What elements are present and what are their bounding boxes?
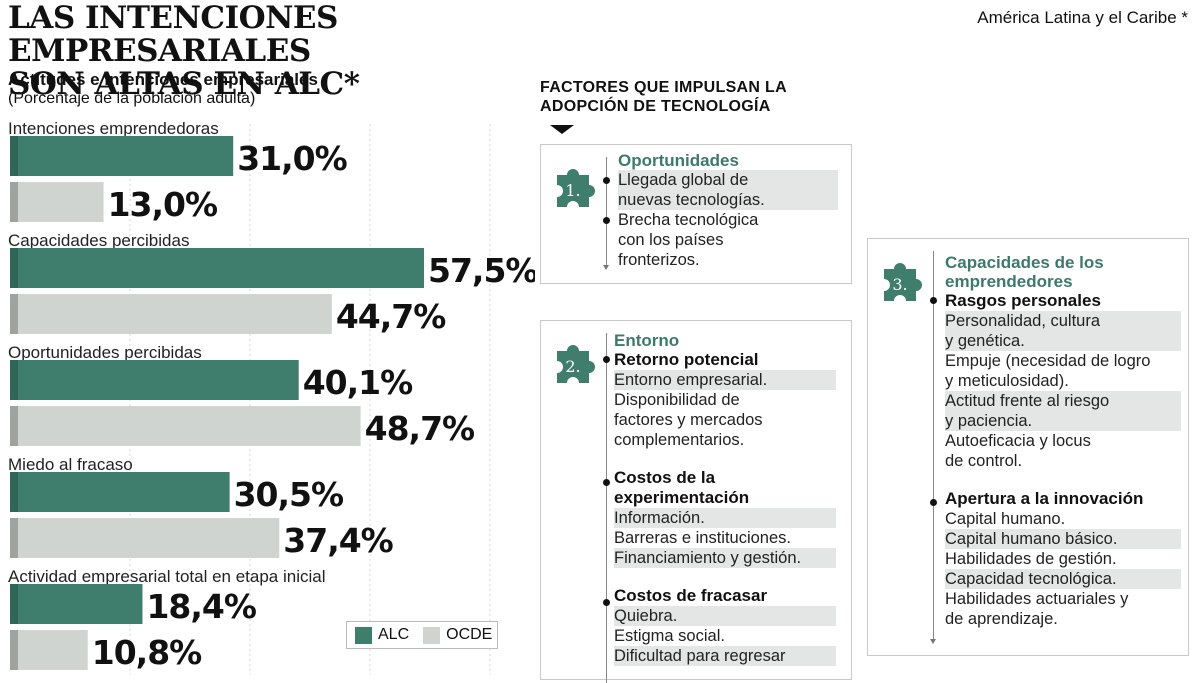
bar-chart: Intenciones emprendedoras 31,0% 13,0% Capac… [8, 119, 535, 675]
box-1-line: nuevas tecnologías. [618, 190, 838, 210]
value-label: 31,0% [237, 139, 347, 178]
puzzle-piece-icon: 1. [557, 169, 595, 207]
value-label: 40,1% [303, 363, 413, 402]
box-2-group-1-heading: Retorno potencial [614, 350, 759, 369]
bar-tab [10, 248, 18, 288]
value-label: 48,7% [365, 409, 475, 448]
legend-swatch-ocde [423, 626, 441, 644]
box-3-line: Capital humano. [945, 510, 1066, 528]
box-1-line: Brecha tecnológica [618, 211, 759, 229]
value-label: 57,5% [428, 251, 535, 290]
category-label: Actividad empresarial total en etapa ini… [8, 567, 326, 586]
bar-tab [10, 584, 18, 624]
bar-ocde [10, 182, 104, 222]
box-2-line: Información. [614, 508, 836, 528]
box-3-line: y genética. [945, 331, 1181, 351]
bar-alc [10, 584, 143, 624]
box-3-group-1-heading: Rasgos personales [945, 291, 1101, 310]
box-3-line: de control. [945, 452, 1023, 470]
bar-ocde [10, 630, 88, 670]
value-label: 18,4% [146, 587, 256, 626]
box-3-line: Habilidades de gestión. [945, 550, 1117, 568]
bar-ocde [10, 518, 280, 558]
box-2-line: Estigma social. [614, 627, 725, 645]
box-1-line: con los países [618, 231, 724, 249]
box-3-line: Autoeficacia y locus [945, 432, 1091, 450]
box-2-group-3-heading: Costos de fracasar [614, 586, 768, 605]
box-2-line: Disponibilidad de [614, 391, 740, 409]
factors-title-line-2: ADOPCIÓN DE TECNOLOGÍA [540, 98, 771, 115]
bar-tab [10, 518, 18, 558]
category-label: Miedo al fracaso [8, 455, 133, 474]
box-1-line: Llegada global de [618, 170, 838, 190]
factor-box-opportunities: 1. Oportunidades Llegada global de nueva… [540, 144, 852, 284]
factors-title-line-1: FACTORES QUE IMPULSAN LA [540, 79, 787, 96]
box-2-number: 2. [565, 357, 580, 376]
value-label: 44,7% [336, 297, 446, 336]
box-2-heading: Entorno [614, 331, 680, 350]
box-2-line: complementarios. [614, 431, 745, 449]
factor-box-capabilities: 3. Capacidades de los emprendedores Rasg… [867, 238, 1189, 656]
bar-tab [10, 294, 18, 334]
bar-tab [10, 630, 18, 670]
box-2-line: Barreras e instituciones. [614, 529, 791, 547]
bar-ocde [10, 406, 361, 446]
headline-line-2: SON ALTAS EN ALC* [8, 66, 360, 102]
box-3-number: 3. [892, 275, 907, 294]
box-3-line: Habilidades actuariales y [945, 590, 1129, 608]
bar-alc [10, 360, 299, 400]
bar-tab [10, 406, 18, 446]
box-2-line: Dificultad para regresar [614, 646, 836, 666]
puzzle-piece-icon: 2. [557, 345, 595, 383]
value-label: 13,0% [108, 185, 218, 224]
box-3-line: Actitud frente al riesgo [945, 391, 1181, 411]
box-3-heading: emprendedores [945, 272, 1073, 291]
box-3-line: Capital humano básico. [945, 529, 1181, 549]
down-arrow-icon [550, 125, 574, 134]
box-1-number: 1. [565, 181, 580, 200]
legend-label-alc: ALC [378, 626, 410, 643]
bar-alc [10, 136, 234, 176]
box-1-heading: Oportunidades [618, 151, 739, 170]
bar-tab [10, 182, 18, 222]
factor-box-environment: 2. Entorno Retorno potencial Entorno emp… [540, 320, 852, 683]
box-2-line: factores y mercados [614, 411, 763, 429]
value-label: 37,4% [283, 521, 393, 560]
value-label: 30,5% [234, 475, 344, 514]
box-3-group-2-heading: Apertura a la innovación [945, 489, 1144, 508]
legend-swatch-alc [355, 626, 372, 644]
bar-alc [10, 248, 424, 288]
category-label: Capacidades percibidas [8, 231, 189, 250]
chart-legend: ALC OCDE [346, 621, 498, 649]
puzzle-piece-icon: 3. [884, 263, 922, 301]
box-2-group-2-heading: experimentación [614, 488, 750, 507]
box-3-line: Empuje (necesidad de logro [945, 352, 1151, 370]
chart-title: Actitudes e intenciones empresariales [8, 70, 318, 89]
box-3-line: Capacidad tecnológica. [945, 569, 1181, 589]
chart-subtitle: (Porcentaje de la población adulta) [8, 90, 256, 107]
value-label: 10,8% [92, 633, 202, 672]
legend-label-ocde: OCDE [446, 626, 493, 643]
bar-tab [10, 136, 18, 176]
box-3-line: de aprendizaje. [945, 610, 1058, 628]
bar-tab [10, 472, 18, 512]
headline: LAS INTENCIONES EMPRESARIALES SON ALTAS … [8, 2, 628, 101]
box-2-group-2-heading: Costos de la [614, 468, 716, 487]
box-2-line: Quiebra. [614, 606, 836, 626]
headline-line-1: LAS INTENCIONES EMPRESARIALES [8, 0, 338, 69]
box-2-line: Entorno empresarial. [614, 370, 836, 390]
region-note: América Latina y el Caribe * [977, 8, 1188, 27]
bar-tab [10, 360, 18, 400]
box-3-line: Personalidad, cultura [945, 311, 1181, 331]
factors-title: FACTORES QUE IMPULSAN LA ADOPCIÓN DE TEC… [540, 78, 787, 116]
category-label: Oportunidades percibidas [8, 343, 202, 362]
bar-ocde [10, 294, 332, 334]
bar-alc [10, 472, 230, 512]
box-2-line: Financiamiento y gestión. [614, 548, 836, 568]
box-3-line: y meticulosidad). [945, 372, 1069, 390]
box-1-line: fronterizos. [618, 251, 700, 269]
category-label: Intenciones emprendedoras [8, 119, 219, 138]
box-3-heading: Capacidades de los [945, 253, 1104, 272]
box-3-line: y paciencia. [945, 411, 1181, 431]
